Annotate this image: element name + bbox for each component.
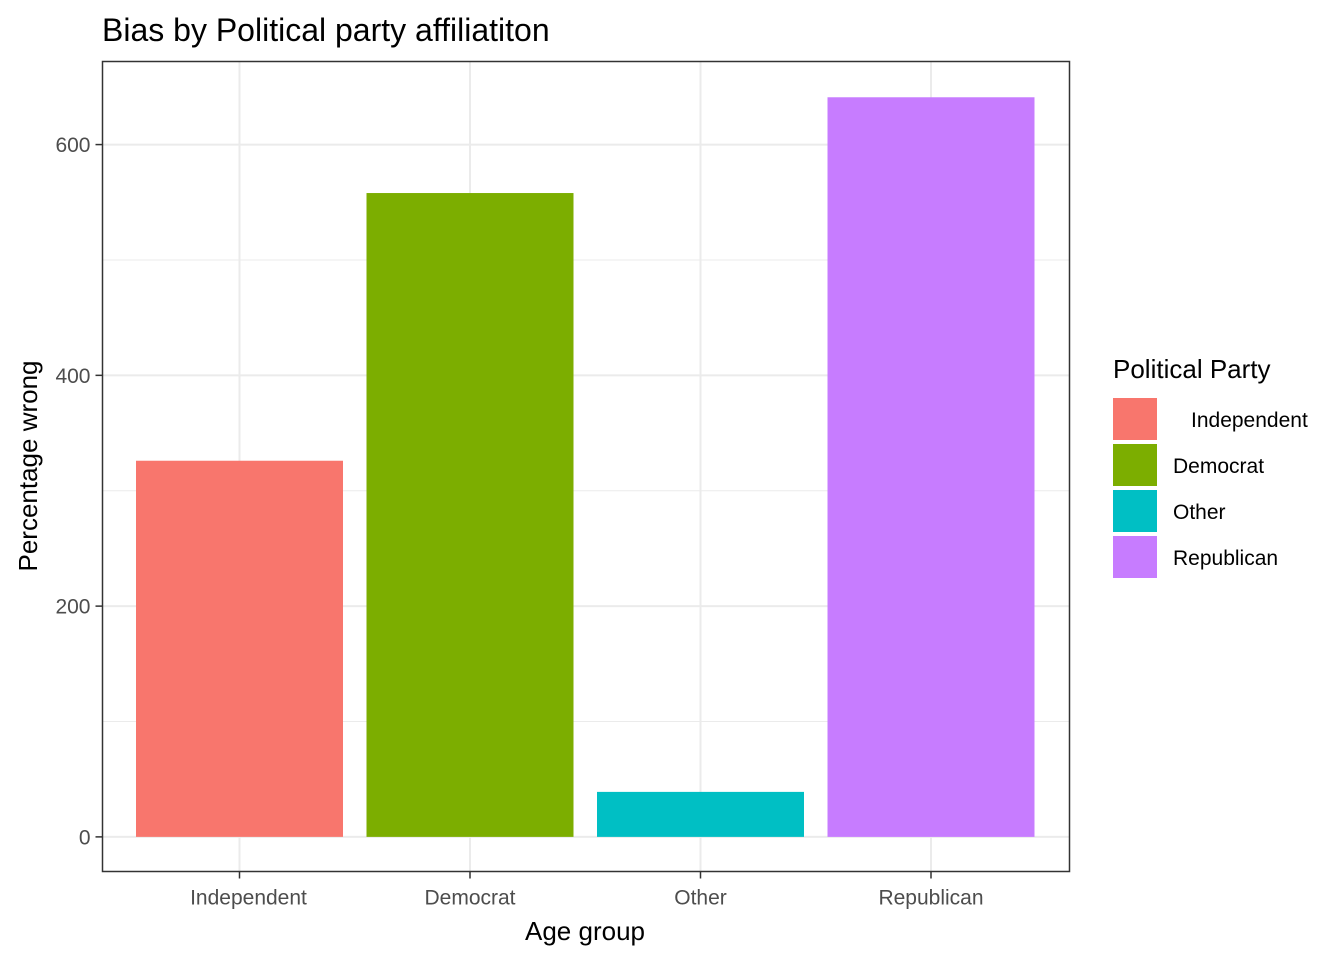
legend-title: Political Party — [1113, 354, 1271, 384]
y-axis-title: Percentage wrong — [13, 360, 43, 571]
y-tick-label: 200 — [55, 596, 90, 619]
y-axis: 0 200 400 600 — [55, 134, 103, 849]
y-tick-label: 0 — [79, 826, 91, 849]
legend: Political Party Independent Democrat Other… — [1113, 354, 1308, 578]
legend-label: Republican — [1173, 547, 1278, 570]
x-tick-label: Republican — [878, 887, 983, 910]
legend-label: Independent — [1191, 409, 1308, 432]
x-tick-label: Other — [674, 887, 727, 910]
bar-independent — [136, 460, 343, 837]
y-tick-label: 400 — [55, 365, 90, 388]
bars — [136, 97, 1035, 837]
y-tick-label: 600 — [55, 134, 90, 157]
legend-key-other — [1113, 490, 1157, 532]
bar-democrat — [366, 193, 574, 837]
x-axis: Independent Democrat Other Republican — [190, 871, 984, 910]
x-tick-label: Democrat — [424, 887, 515, 910]
legend-key-independent — [1113, 398, 1157, 440]
legend-key-republican — [1113, 536, 1157, 578]
bar-other — [597, 791, 804, 837]
chart-title: Bias by Political party affiliatiton — [102, 12, 550, 48]
plot-border — [101, 60, 1071, 873]
legend-label: Other — [1173, 501, 1226, 524]
legend-key-democrat — [1113, 444, 1157, 486]
legend-label: Democrat — [1173, 455, 1264, 478]
x-tick-label: Independent — [190, 887, 307, 910]
bar-republican — [827, 97, 1035, 837]
x-axis-title: Age group — [525, 916, 645, 946]
